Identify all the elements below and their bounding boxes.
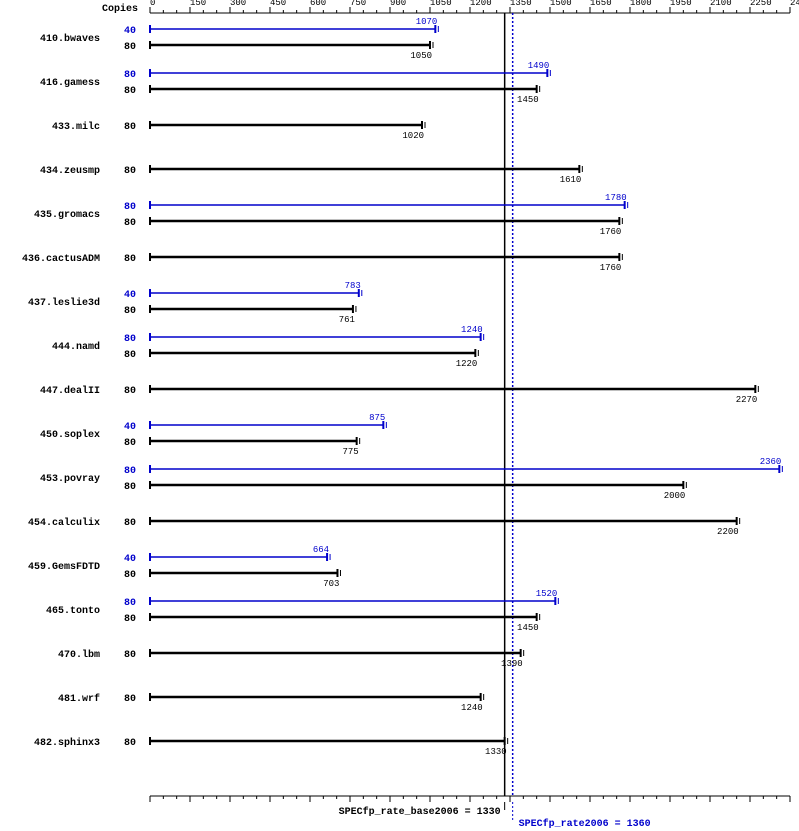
benchmark-name: 454.calculix — [28, 517, 100, 529]
copies-label-base: 80 — [124, 386, 136, 397]
x-tick-label: 450 — [270, 0, 286, 8]
copies-header: Copies — [102, 3, 138, 15]
x-tick-label: 1200 — [470, 0, 492, 8]
x-tick-label: 1650 — [590, 0, 612, 8]
benchmark-name: 416.gamess — [40, 78, 100, 89]
copies-label-base: 80 — [124, 694, 136, 705]
copies-label-base: 80 — [124, 218, 136, 229]
copies-label-peak: 80 — [124, 70, 136, 81]
x-tick-label: 900 — [390, 0, 406, 8]
x-tick-label: 2100 — [710, 0, 732, 8]
benchmark-name: 447.dealII — [40, 385, 100, 397]
copies-label-base: 80 — [124, 570, 136, 581]
x-tick-label: 1350 — [510, 0, 532, 8]
value-label-base: 1050 — [410, 51, 432, 61]
x-tick-label: 2400 — [790, 0, 799, 8]
value-label-peak: 1490 — [528, 61, 550, 71]
x-tick-label: 150 — [190, 0, 206, 8]
x-tick-label: 1950 — [670, 0, 692, 8]
x-tick-label: 1050 — [430, 0, 452, 8]
copies-label-base: 80 — [124, 738, 136, 749]
copies-label-peak: 80 — [124, 598, 136, 609]
value-label-peak: 875 — [369, 413, 385, 423]
copies-label-peak: 40 — [124, 554, 136, 565]
value-label-peak: 1240 — [461, 325, 483, 335]
value-label-base: 1450 — [517, 623, 539, 633]
value-label-base: 703 — [323, 579, 339, 589]
copies-label-peak: 40 — [124, 290, 136, 301]
value-label-base: 775 — [342, 447, 358, 457]
benchmark-name: 433.milc — [52, 121, 100, 133]
benchmark-name: 450.soplex — [40, 429, 100, 441]
value-label-base: 1450 — [517, 95, 539, 105]
value-label-base: 1330 — [485, 747, 507, 757]
copies-label-base: 80 — [124, 650, 136, 661]
copies-label-peak: 80 — [124, 334, 136, 345]
x-tick-label: 1800 — [630, 0, 652, 8]
benchmark-name: 410.bwaves — [40, 33, 100, 45]
benchmark-name: 436.cactusADM — [22, 254, 100, 265]
benchmark-name: 482.sphinx3 — [34, 737, 100, 749]
value-label-base: 761 — [339, 315, 355, 325]
benchmark-name: 465.tonto — [46, 606, 100, 617]
benchmark-name: 434.zeusmp — [40, 166, 100, 177]
benchmark-name: 470.lbm — [58, 649, 100, 661]
x-tick-label: 2250 — [750, 0, 772, 8]
value-label-peak: 1070 — [416, 17, 438, 27]
x-tick-label: 300 — [230, 0, 246, 8]
copies-label-base: 80 — [124, 86, 136, 97]
benchmark-name: 481.wrf — [58, 693, 100, 705]
value-label-base: 1220 — [456, 359, 478, 369]
benchmark-name: 444.namd — [52, 341, 100, 353]
ref-label-peak: SPECfp_rate2006 = 1360 — [519, 818, 651, 830]
copies-label-base: 80 — [124, 42, 136, 53]
value-label-peak: 783 — [345, 281, 361, 291]
value-label-base: 1760 — [600, 227, 622, 237]
benchmark-name: 435.gromacs — [34, 210, 100, 221]
copies-label-base: 80 — [124, 518, 136, 529]
x-tick-label: 1500 — [550, 0, 572, 8]
copies-label-base: 80 — [124, 254, 136, 265]
spec-benchmark-chart: 0 150 300 450 600 750 900 1050 1200 1350 1500 1650 1… — [0, 0, 799, 831]
x-tick-label: 600 — [310, 0, 326, 8]
ref-label-base: SPECfp_rate_base2006 = 1330 — [339, 806, 501, 818]
x-tick-label: 0 — [150, 0, 155, 8]
copies-label-peak: 80 — [124, 202, 136, 213]
x-tick-label: 750 — [350, 0, 366, 8]
value-label-base: 1610 — [560, 175, 582, 185]
value-label-base: 1390 — [501, 659, 523, 669]
copies-label-peak: 40 — [124, 26, 136, 37]
value-label-peak: 664 — [313, 545, 329, 555]
value-label-base: 2200 — [717, 527, 739, 537]
copies-label-base: 80 — [124, 306, 136, 317]
benchmark-name: 453.povray — [40, 474, 100, 485]
benchmark-name: 437.leslie3d — [28, 297, 100, 309]
benchmark-name: 459.GemsFDTD — [28, 562, 100, 573]
copies-label-peak: 40 — [124, 422, 136, 433]
copies-label-base: 80 — [124, 166, 136, 177]
value-label-peak: 1520 — [536, 589, 558, 599]
copies-label-base: 80 — [124, 614, 136, 625]
value-label-base: 1240 — [461, 703, 483, 713]
copies-label-base: 80 — [124, 482, 136, 493]
copies-label-base: 80 — [124, 350, 136, 361]
value-label-base: 2270 — [736, 395, 758, 405]
value-label-base: 1020 — [402, 131, 424, 141]
value-label-base: 1760 — [600, 263, 622, 273]
copies-label-base: 80 — [124, 438, 136, 449]
value-label-peak: 1780 — [605, 193, 627, 203]
value-label-base: 2000 — [664, 491, 686, 501]
copies-label-peak: 80 — [124, 466, 136, 477]
value-label-peak: 2360 — [760, 457, 782, 467]
copies-label-base: 80 — [124, 122, 136, 133]
